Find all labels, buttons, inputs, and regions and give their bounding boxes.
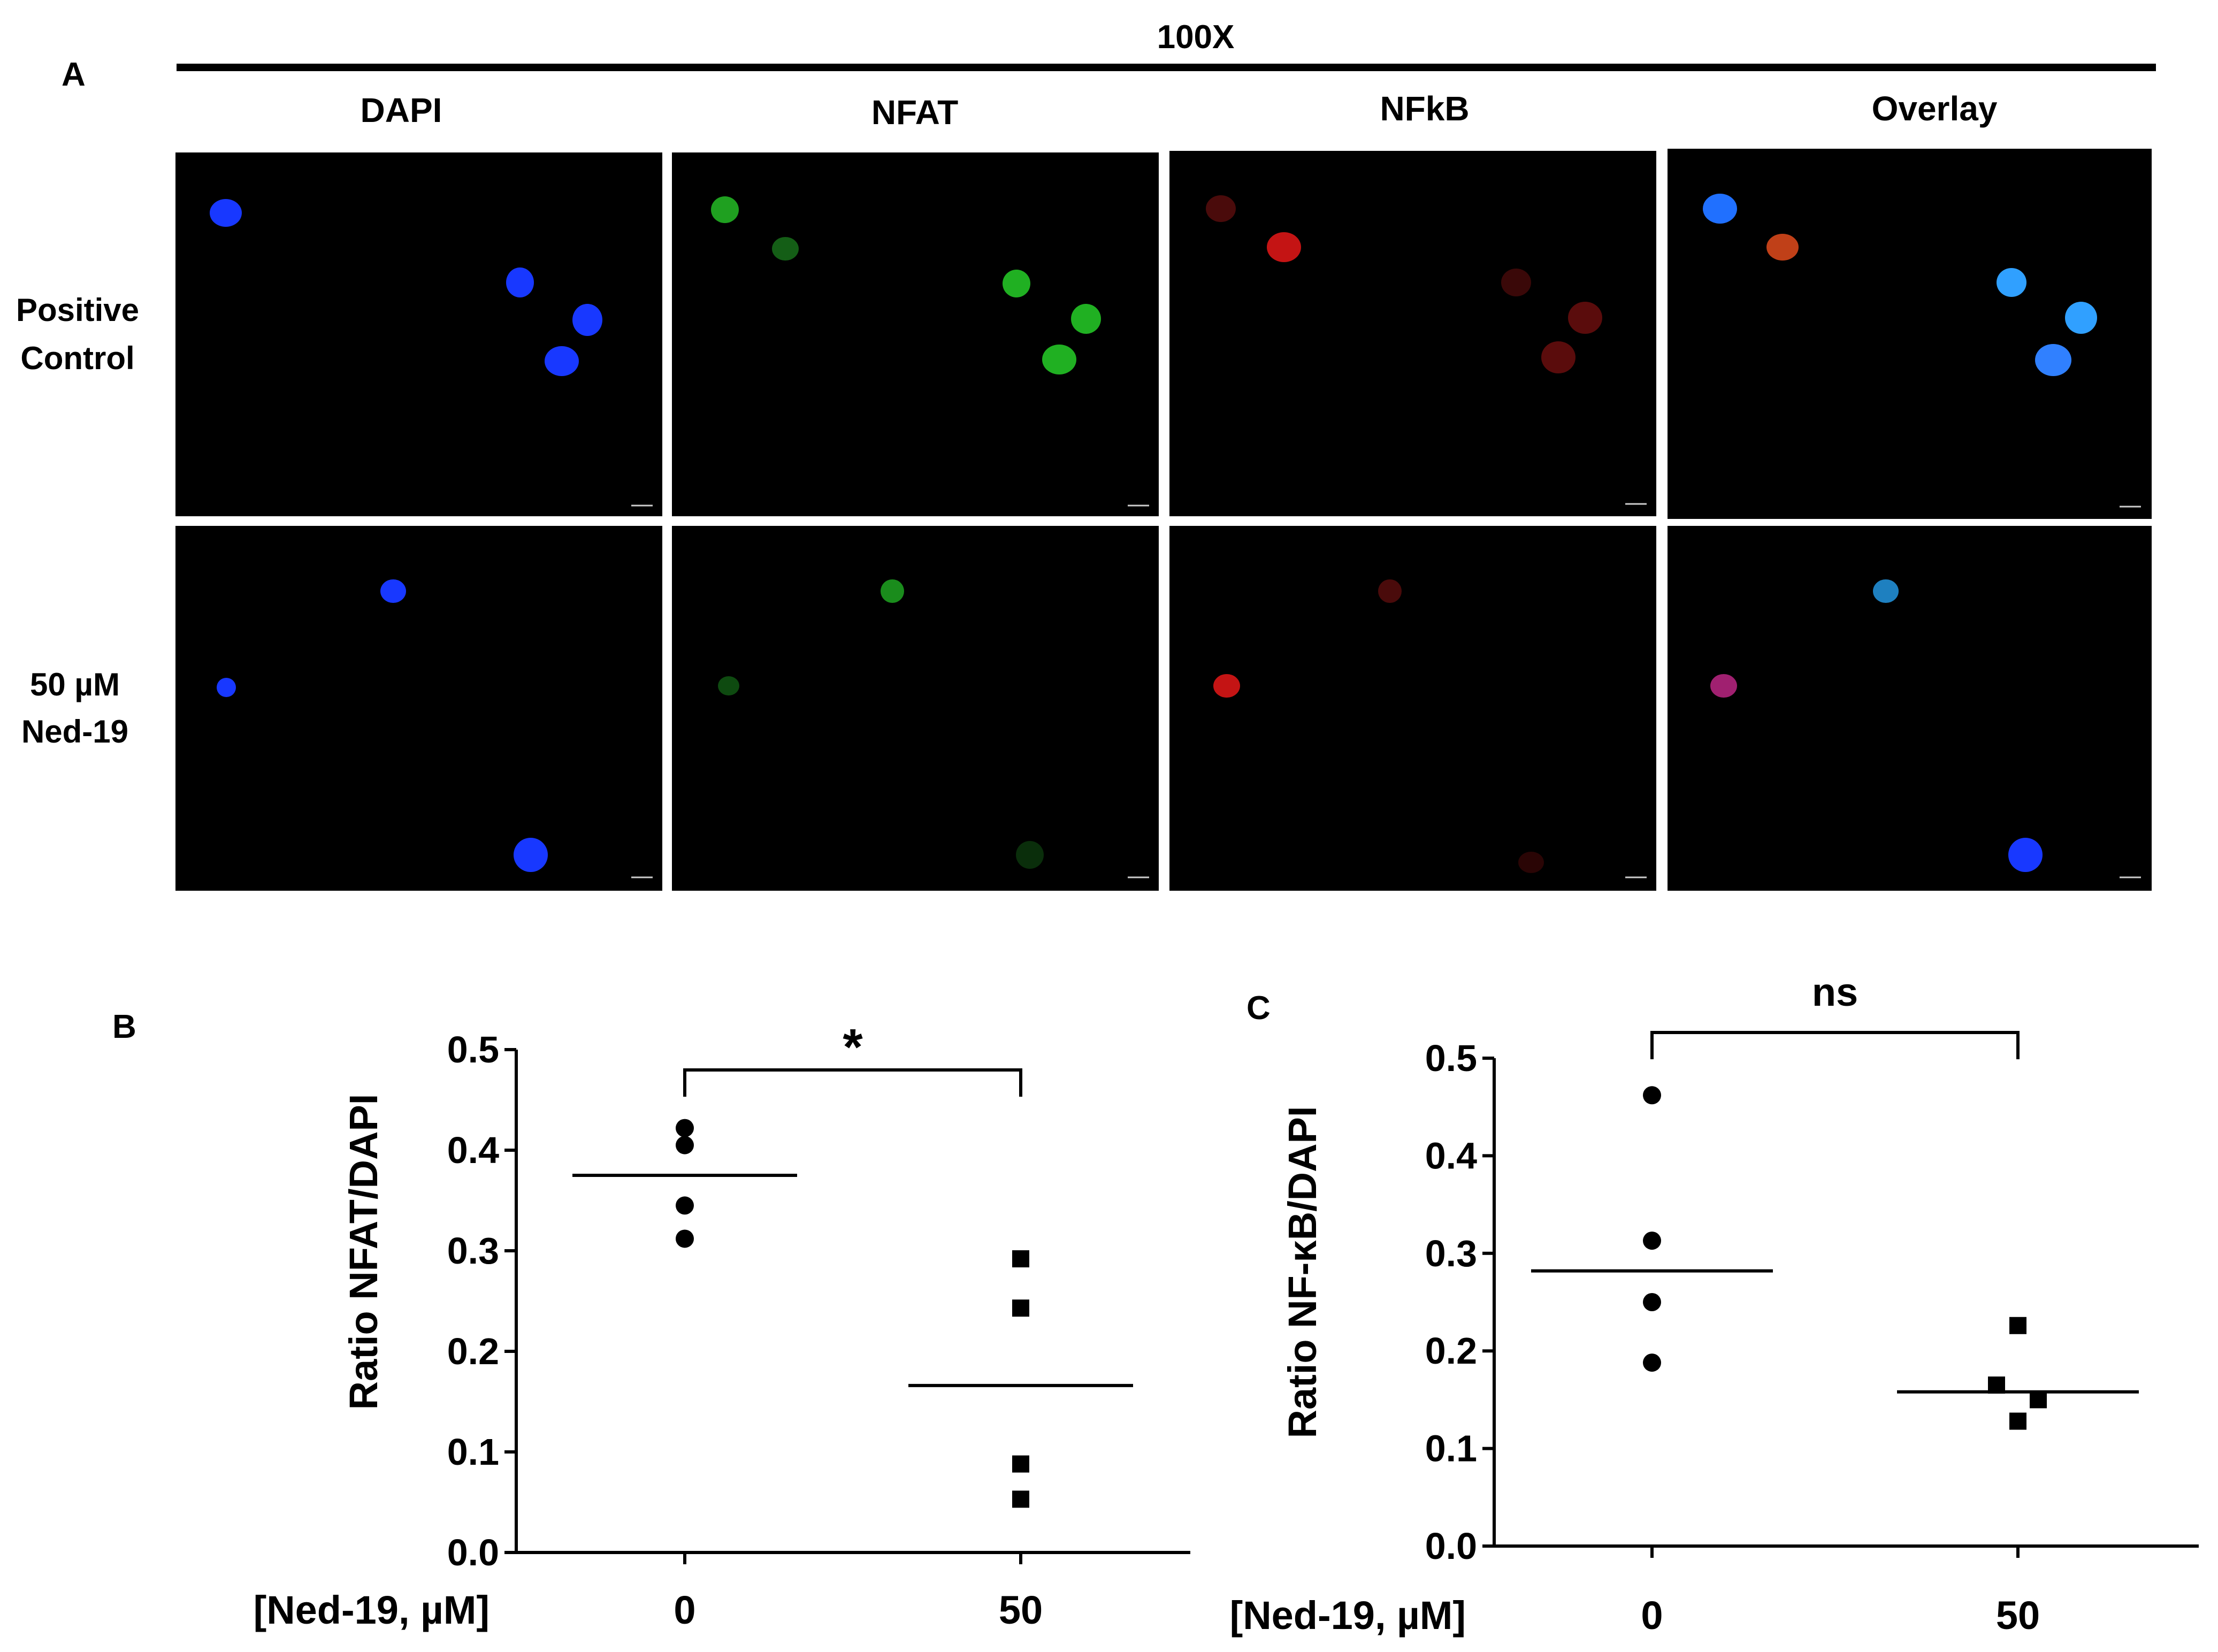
- chart-b-point: [676, 1119, 694, 1137]
- chart-b-point: [676, 1136, 694, 1154]
- magnification-label: 100X: [1157, 19, 1235, 56]
- chart-c-significance-label: ns: [1812, 970, 1858, 1014]
- chart-b-point: [1012, 1299, 1029, 1317]
- chart-b-significance-label: *: [843, 1019, 863, 1076]
- chart-c-point: [2009, 1412, 2026, 1430]
- chart-b-ytick-label: 0.5: [447, 1029, 499, 1070]
- row-label-positive: Positive: [16, 292, 139, 328]
- chart-c-ytick-label: 0.3: [1425, 1233, 1477, 1274]
- chart-b-ylabel: Ratio NFAT/DAPI: [341, 1094, 386, 1410]
- chart-b-point: [1012, 1490, 1029, 1508]
- micrograph-dapi-ned19: [175, 526, 662, 891]
- chart-b-point: [1012, 1455, 1029, 1473]
- chart-b-point: [676, 1196, 694, 1215]
- chart-b-ytick-label: 0.1: [447, 1431, 499, 1473]
- chart-c-point: [1643, 1086, 1661, 1105]
- panel-c-letter: C: [1246, 990, 1271, 1027]
- column-label-overlay: Overlay: [1872, 89, 1998, 128]
- panel-a-letter: A: [62, 56, 86, 93]
- chart-c-xtick-label: 0: [1641, 1593, 1663, 1638]
- chart-b-ytick-label: 0.2: [447, 1330, 499, 1372]
- chart-b-point: [676, 1229, 694, 1248]
- micrograph-nfkb-control: [1169, 151, 1656, 516]
- panel-b-letter: B: [112, 1008, 136, 1045]
- column-label-dapi: DAPI: [361, 91, 442, 129]
- chart-c-point: [1643, 1232, 1661, 1250]
- row-label-control: Control: [20, 340, 134, 376]
- column-label-nfat: NFAT: [871, 93, 958, 132]
- chart-b-xlabel: [Ned-19, µM]: [254, 1588, 490, 1632]
- column-label-nfkb: NFkB: [1380, 89, 1469, 128]
- chart-c-ytick-label: 0.0: [1425, 1525, 1477, 1567]
- chart-c-xtick-label: 50: [1996, 1593, 2040, 1638]
- chart-b-xtick-label: 0: [674, 1588, 695, 1632]
- micrograph-dapi-control: [175, 152, 662, 516]
- chart-c-point: [1643, 1293, 1661, 1311]
- micrograph-overlay-ned19: [1668, 526, 2152, 891]
- micrograph-nfkb-ned19: [1169, 526, 1656, 891]
- chart-c-plot: 0.0 0.1 0.2 0.3 0.4 0.5 0 50 ns: [1425, 970, 2199, 1638]
- chart-c-ytick-label: 0.4: [1425, 1135, 1477, 1176]
- micrograph-nfat-ned19: [672, 526, 1159, 891]
- chart-b-xtick-label: 50: [999, 1588, 1043, 1632]
- chart-b-plot: 0.0 0.1 0.2 0.3 0.4 0.5 0 50 *: [447, 1019, 1190, 1632]
- chart-c-significance-bracket: [1650, 1031, 2020, 1059]
- micrograph-nfat-control: [672, 152, 1159, 516]
- chart-b-significance-bracket: [683, 1068, 1022, 1097]
- chart-b-ytick-label: 0.4: [447, 1129, 499, 1171]
- row-label-concentration: 50 µM: [30, 667, 120, 702]
- micrograph-overlay-control: [1668, 149, 2152, 519]
- chart-c-point: [2030, 1391, 2047, 1409]
- chart-c-point: [1643, 1353, 1661, 1372]
- chart-c-point: [2009, 1317, 2026, 1334]
- chart-c-ytick-label: 0.1: [1425, 1428, 1477, 1470]
- chart-c-xlabel: [Ned-19, µM]: [1230, 1593, 1466, 1638]
- chart-c-ytick-label: 0.2: [1425, 1330, 1477, 1372]
- chart-b-ytick-label: 0.3: [447, 1230, 499, 1272]
- chart-c-ylabel: Ratio NF-κB/DAPI: [1280, 1106, 1325, 1439]
- row-label-ned19: Ned-19: [21, 714, 128, 749]
- chart-b-ytick-label: 0.0: [447, 1532, 499, 1573]
- chart-b-point: [1012, 1250, 1029, 1268]
- chart-c-ytick-label: 0.5: [1425, 1037, 1477, 1079]
